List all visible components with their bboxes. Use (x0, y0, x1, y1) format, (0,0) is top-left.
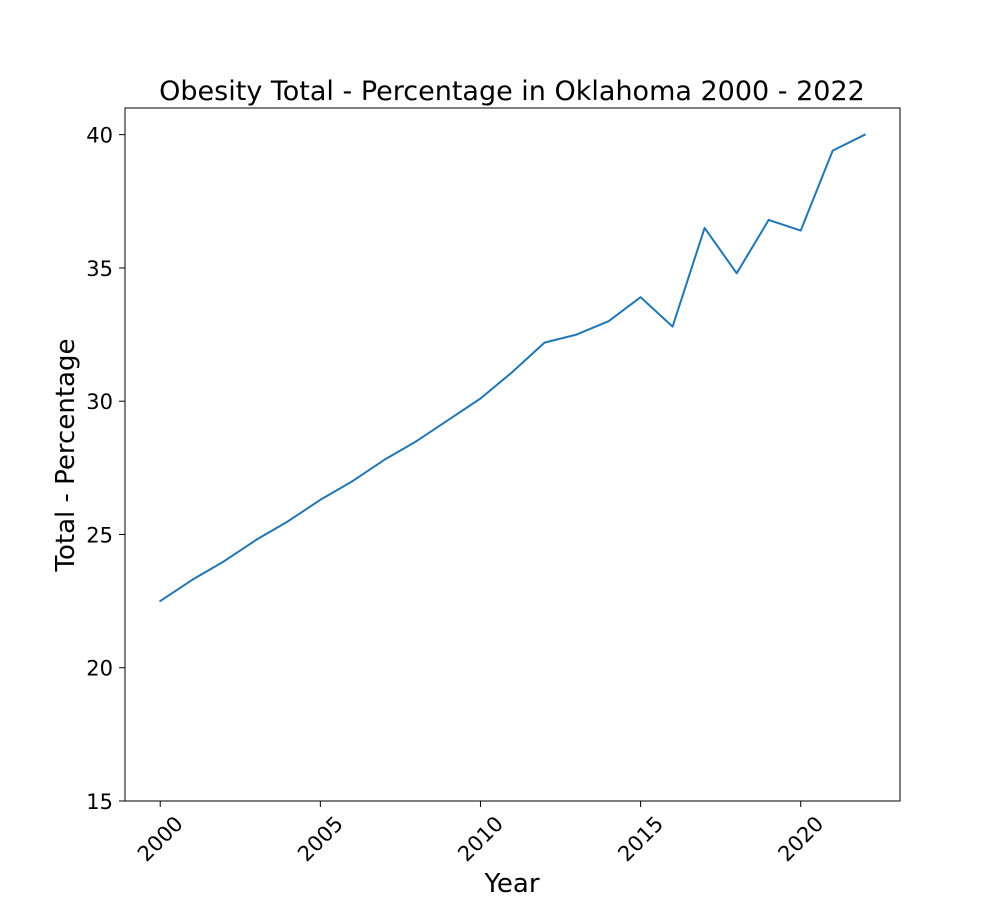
x-axis-label: Year (483, 869, 539, 899)
y-axis-label: Total - Percentage (51, 339, 81, 573)
y-axis: 15 20 25 30 35 40 (86, 124, 125, 814)
y-tick-label: 20 (86, 657, 113, 681)
plot-area (159, 133, 866, 603)
series-line (159, 133, 866, 603)
y-tick-label: 15 (86, 790, 113, 814)
chart-title: Obesity Total - Percentage in Oklahoma 2… (159, 76, 865, 107)
y-tick-label: 35 (86, 257, 113, 281)
y-tick-label: 25 (86, 523, 113, 547)
plot-frame (124, 107, 901, 802)
y-tick-label: 30 (86, 390, 113, 414)
y-tick-label: 40 (86, 124, 113, 148)
